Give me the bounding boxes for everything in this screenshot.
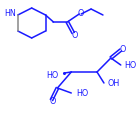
Text: OH: OH xyxy=(108,79,120,88)
Text: HN: HN xyxy=(4,9,16,19)
Text: O: O xyxy=(77,8,83,18)
Text: O: O xyxy=(120,45,126,54)
Text: O: O xyxy=(71,30,77,40)
Text: HO: HO xyxy=(76,88,88,98)
Text: HO: HO xyxy=(125,61,137,70)
Text: HO: HO xyxy=(46,72,58,81)
Text: O: O xyxy=(49,98,56,106)
